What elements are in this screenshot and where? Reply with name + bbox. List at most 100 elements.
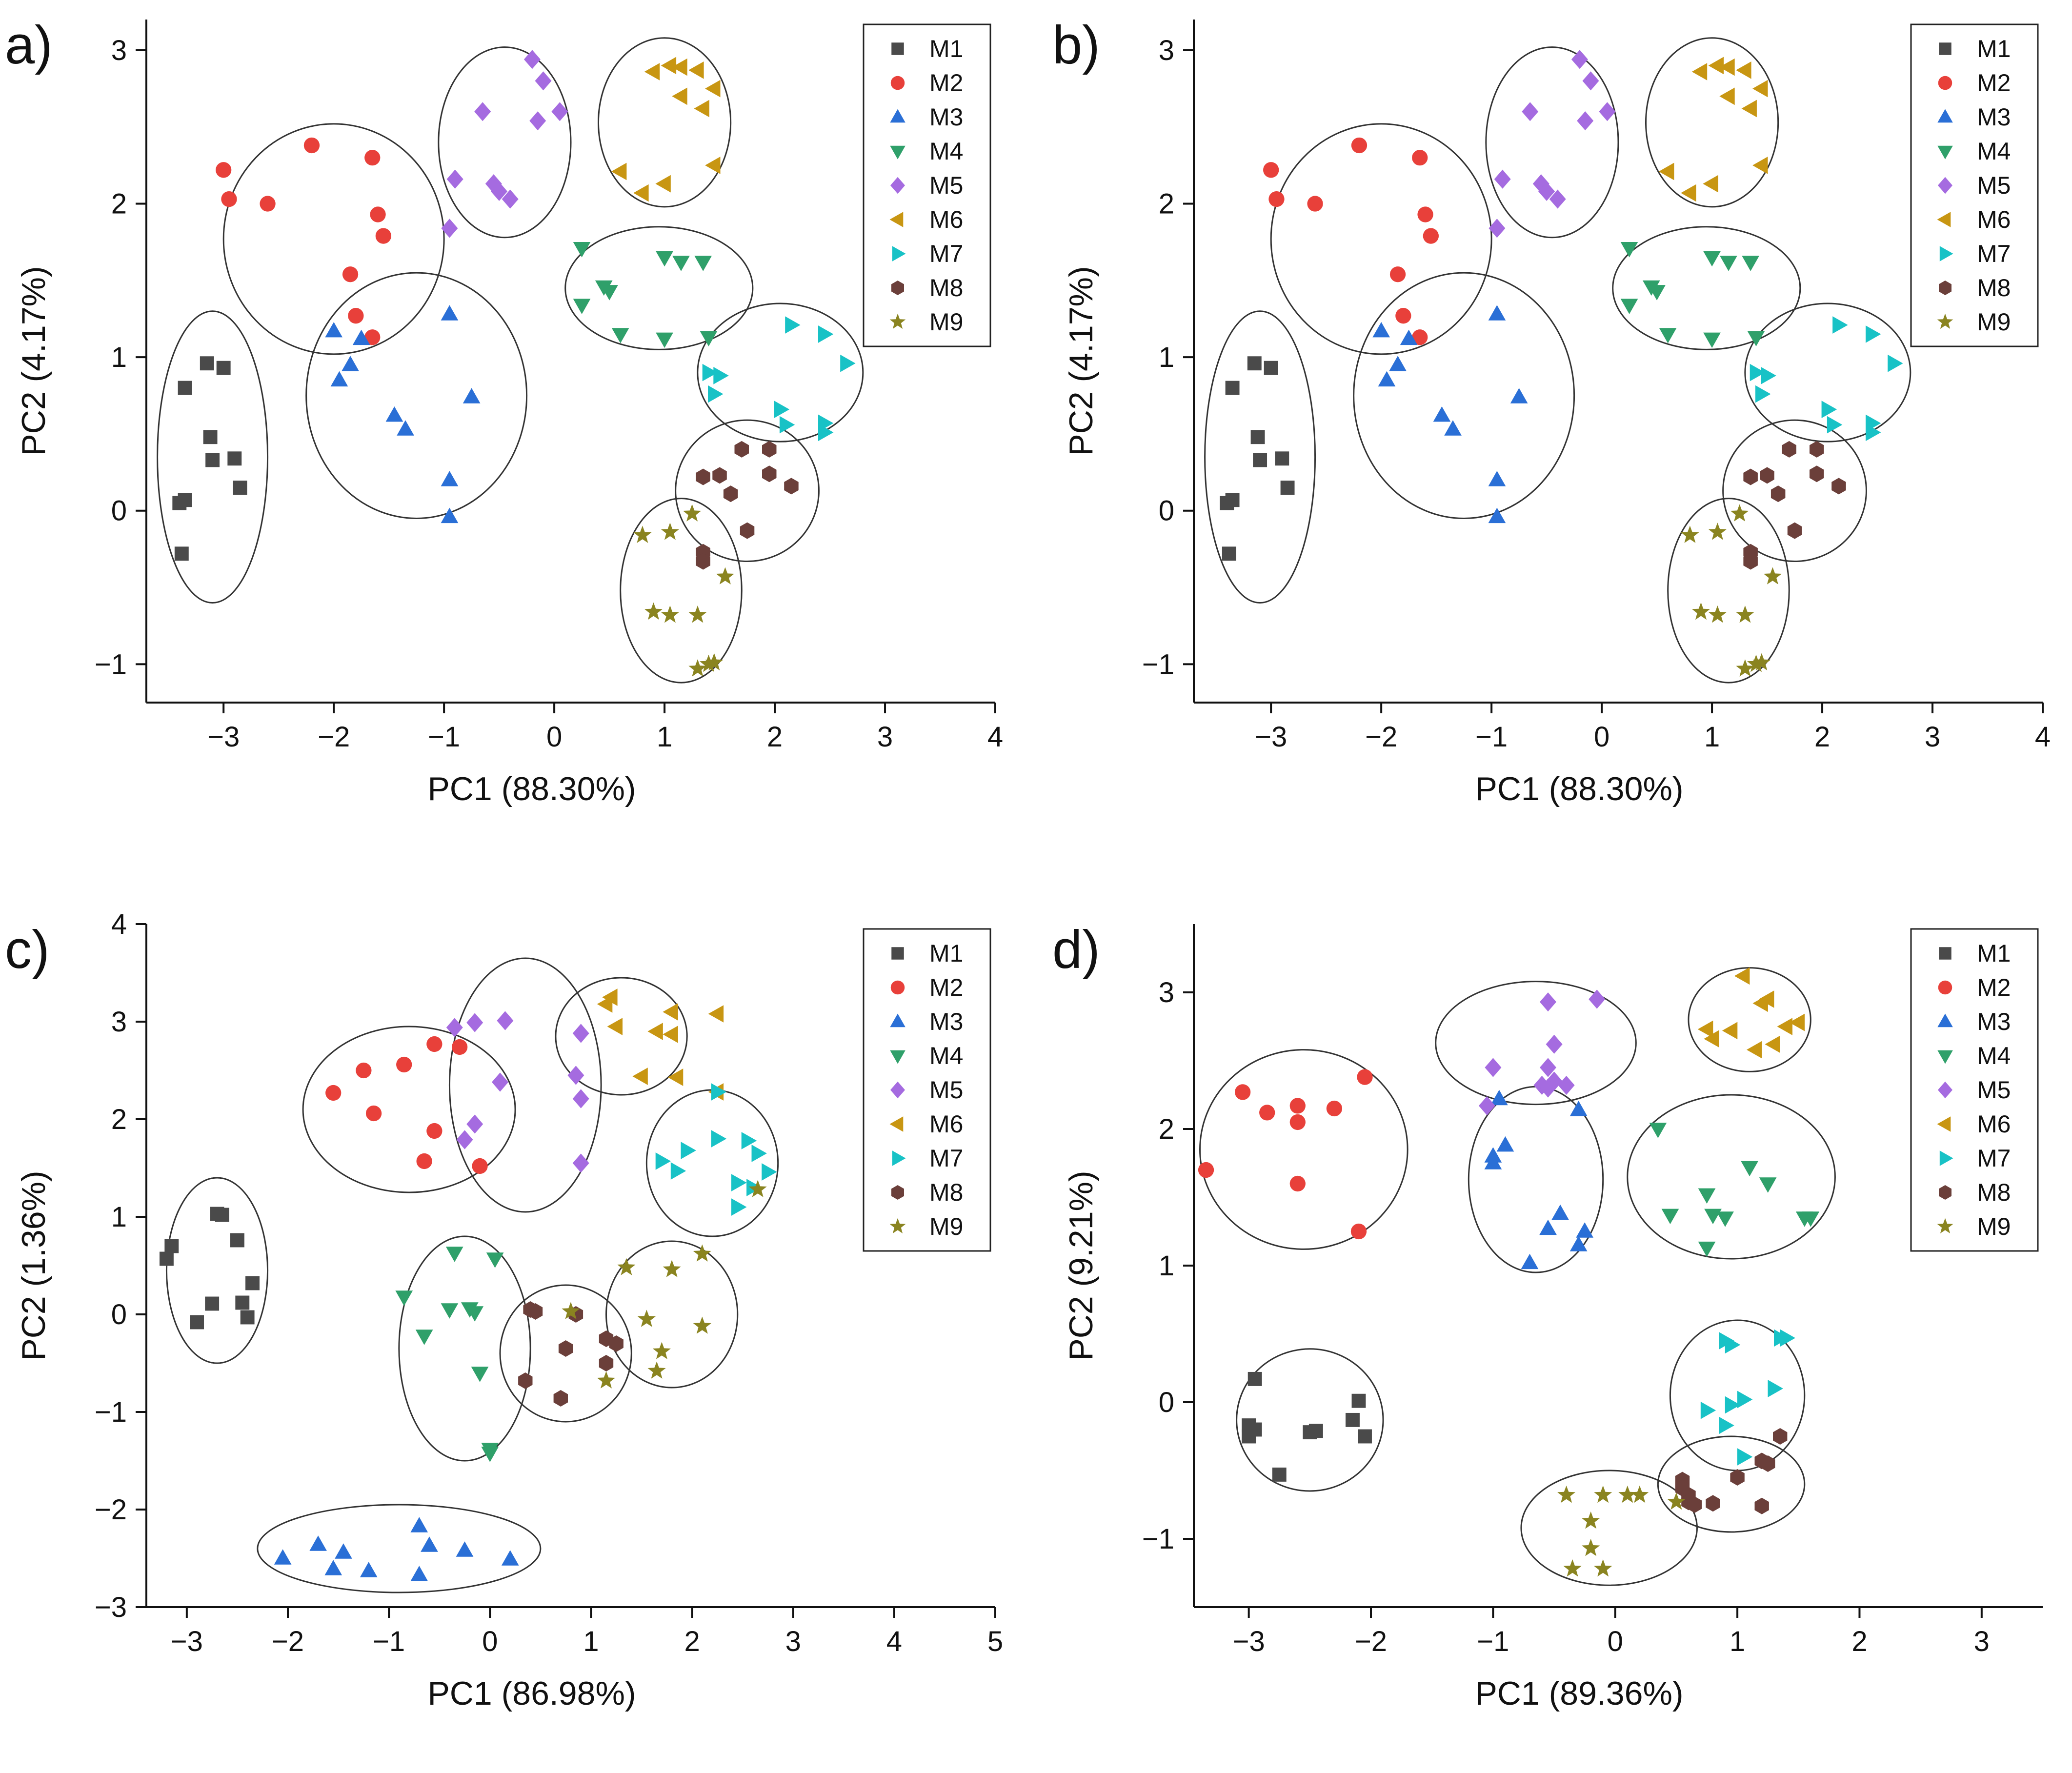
data-point-m5 [1533, 1075, 1550, 1095]
data-point-m9 [1582, 1539, 1600, 1556]
legend-marker-m6 [1937, 212, 1951, 227]
legend-marker-m9 [1937, 313, 1953, 329]
data-point-m6 [1752, 994, 1768, 1012]
cluster-ellipse [448, 957, 602, 1213]
cluster-ellipse [257, 1504, 542, 1593]
legend-label-m8: M8 [929, 1179, 963, 1206]
data-point-m6 [1719, 87, 1735, 105]
data-point-m6 [632, 1068, 648, 1085]
data-point-m1 [1280, 481, 1295, 495]
data-point-m1 [1222, 546, 1236, 561]
data-point-m1 [205, 1296, 220, 1311]
data-point-m4 [445, 1247, 463, 1262]
data-point-m6 [607, 1018, 623, 1035]
legend-marker-m4 [1937, 145, 1953, 160]
x-tick-label: 0 [1608, 1626, 1623, 1657]
legend-label-m1: M1 [1977, 940, 2011, 967]
legend-box [863, 23, 991, 347]
data-point-m8 [518, 1372, 533, 1389]
data-point-m9 [1557, 1485, 1576, 1503]
data-point-m6 [672, 87, 687, 105]
data-point-m6 [1719, 58, 1735, 76]
data-point-m6 [647, 1023, 663, 1040]
data-point-m5 [1571, 50, 1588, 69]
chart-a: a) −3 −2 −1 0 1 2 3 4 −1 0 1 2 3 PC1 (88.30%) PC2 (4.17… [5, 15, 1003, 807]
data-point-m3 [325, 322, 342, 338]
data-point-m8 [1810, 465, 1824, 483]
data-point-m9 [617, 1258, 636, 1275]
data-point-m5 [474, 102, 491, 121]
data-point-m3 [335, 1543, 352, 1559]
x-axis-label: PC1 (89.36%) [1475, 1675, 1683, 1712]
data-point-m7 [711, 1130, 727, 1148]
data-point-m7 [1780, 1329, 1795, 1347]
cluster-ellipse [605, 1240, 739, 1389]
x-tick-label: 4 [2035, 721, 2051, 753]
x-tick-label: 2 [1814, 721, 1830, 753]
data-point-m3 [441, 305, 459, 321]
legend-label-m2: M2 [929, 69, 963, 97]
data-point-m3 [397, 420, 414, 436]
data-point-m5 [1577, 111, 1594, 131]
data-point-m8 [1760, 467, 1774, 484]
data-point-m6 [1747, 1041, 1762, 1059]
y-tick-label: −2 [95, 1494, 127, 1526]
data-point-m5 [497, 1011, 514, 1030]
data-point-m4 [611, 328, 629, 343]
data-point-m5 [1489, 219, 1506, 238]
legend-marker-m1 [1939, 947, 1951, 960]
data-point-m5 [1549, 189, 1566, 209]
legend-label-m9: M9 [929, 308, 963, 336]
data-point-m3 [1510, 388, 1528, 403]
data-point-m2 [1417, 206, 1433, 222]
data-point-m5 [1558, 1075, 1575, 1095]
data-point-m7 [751, 1145, 767, 1162]
data-point-m1 [1351, 1393, 1366, 1408]
cluster-ellipse [555, 977, 688, 1096]
data-point-m9 [1736, 605, 1754, 623]
data-point-m9 [1681, 525, 1699, 543]
data-point-m7 [731, 1174, 747, 1191]
data-point-m4 [1802, 1211, 1820, 1227]
data-point-m4 [694, 256, 712, 271]
y-tick-label: 1 [1159, 342, 1174, 373]
data-point-m5 [446, 1018, 463, 1037]
cluster-ellipse [302, 1026, 516, 1193]
data-point-m8 [762, 441, 777, 458]
chart-b: b) −3 −2 −1 0 1 2 3 4 −1 0 1 2 3 PC1 (88.30%) PC2 (4.17… [1052, 15, 2051, 807]
x-tick-label: −2 [272, 1626, 304, 1657]
data-point-m2 [370, 206, 386, 222]
data-point-m7 [840, 354, 856, 372]
data-point-m7 [1700, 1401, 1716, 1419]
data-point-m2 [1357, 1069, 1373, 1085]
y-tick-label: 0 [111, 1299, 127, 1330]
data-point-m1 [190, 1315, 204, 1330]
data-point-m8 [1743, 468, 1758, 485]
data-point-m7 [681, 1142, 696, 1159]
panel-d: d) −3 −2 −1 0 1 2 3 −1 0 1 2 3 PC1 (89.36%) PC2 (9.21%… [1047, 905, 2072, 1773]
data-point-m4 [1661, 1209, 1679, 1225]
legend-label-m7: M7 [1977, 240, 2011, 267]
data-point-m5 [529, 111, 546, 131]
data-point-m9 [1730, 504, 1749, 522]
y-tick-label: 2 [1159, 188, 1174, 220]
panel-letter: c) [5, 920, 50, 980]
data-point-m9 [1763, 567, 1782, 584]
data-point-m6 [597, 995, 613, 1013]
legend-label-m5: M5 [929, 1076, 963, 1104]
x-tick-label: 0 [546, 721, 562, 753]
data-point-m4 [1704, 1209, 1722, 1225]
data-point-m2 [426, 1036, 443, 1052]
data-point-m2 [451, 1039, 468, 1055]
legend-box [1910, 23, 2039, 347]
legend-marker-m3 [890, 1013, 905, 1028]
data-point-m2 [260, 196, 276, 212]
data-point-m2 [1259, 1105, 1275, 1121]
legend-marker-m8 [891, 1185, 904, 1200]
data-point-m4 [1698, 1241, 1716, 1257]
data-point-m5 [1538, 181, 1555, 201]
data-point-m5 [1540, 992, 1556, 1012]
data-point-m6 [705, 80, 721, 98]
data-point-m7 [1719, 1416, 1734, 1434]
x-tick-label: 5 [987, 1626, 1003, 1657]
